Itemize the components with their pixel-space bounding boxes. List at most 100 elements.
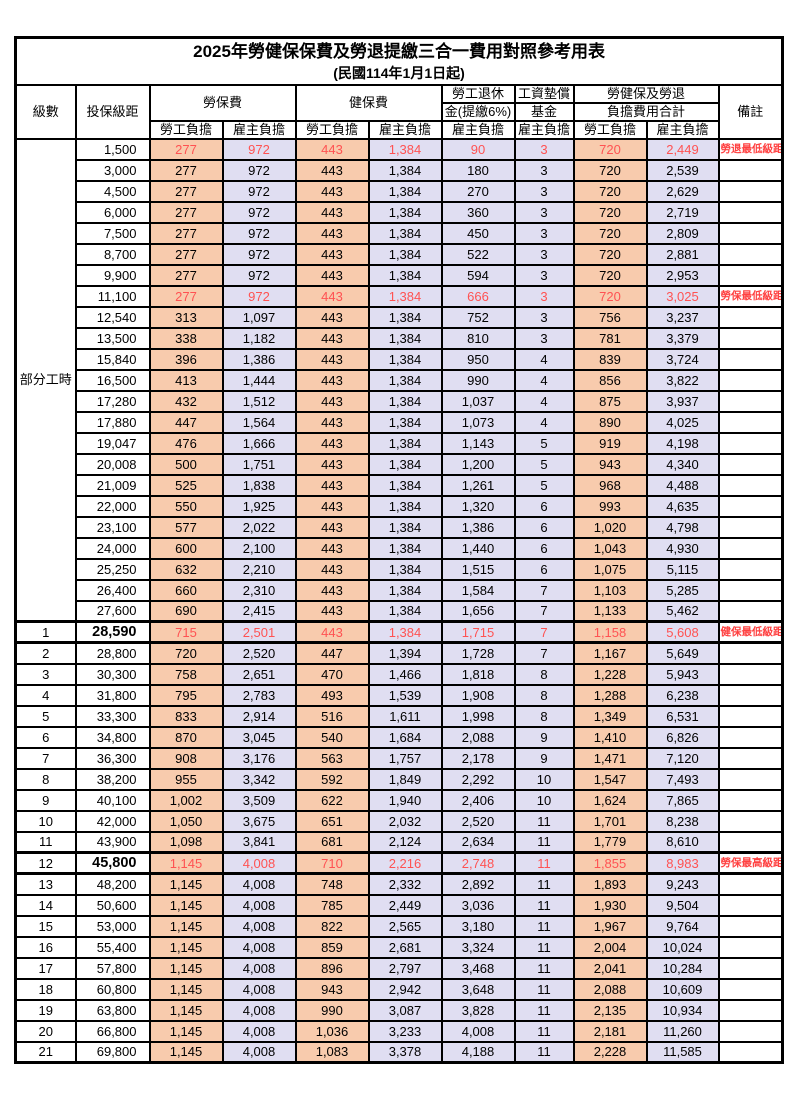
health-ins-employee-cell: 516 [294,704,370,728]
health-ins-employer-cell: 1,611 [367,704,443,728]
labor-ins-employer-cell: 972 [221,263,297,287]
level-cell: 1 [14,620,77,644]
health-ins-employee-cell: 447 [294,641,370,665]
remark-cell [717,158,784,182]
total-employee-cell: 2,135 [572,998,648,1022]
total-employer-cell: 3,822 [645,368,720,392]
remark-cell [717,242,784,266]
table-row: 19,047 476 1,666 443 1,384 1,143 5 919 4,198 [16,431,784,455]
total-employee-cell: 720 [572,263,648,287]
health-ins-employer-cell: 1,466 [367,662,443,686]
labor-ins-employer-cell: 3,342 [221,767,297,791]
total-employer-cell: 10,284 [645,956,720,980]
remark-cell [717,494,784,518]
labor-ins-employer-cell: 4,008 [221,935,297,959]
pension-employer-cell: 270 [440,179,516,203]
total-employee-cell: 1,930 [572,893,648,917]
level-cell: 6 [14,725,77,749]
remark-cell [717,200,784,224]
health-ins-employer-cell: 2,797 [367,956,443,980]
remark-cell [717,872,784,896]
bracket-cell: 17,880 [74,410,151,434]
bracket-cell: 53,000 [74,914,151,938]
total-employer-cell: 10,609 [645,977,720,1001]
health-ins-employer-cell: 2,216 [367,851,443,875]
total-employee-cell: 1,893 [572,872,648,896]
labor-ins-employer-cell: 4,008 [221,914,297,938]
health-ins-employer-cell: 1,384 [367,221,443,245]
total-employee-cell: 1,103 [572,578,648,602]
remark-cell: 勞保最高級距 [717,851,784,875]
total-employee-cell: 1,410 [572,725,648,749]
bracket-cell: 13,500 [74,326,151,350]
wage-fund-employer-cell: 3 [513,221,575,245]
health-ins-employer-cell: 2,942 [367,977,443,1001]
labor-ins-employee-cell: 1,145 [148,977,224,1001]
pension-employer-cell: 3,180 [440,914,516,938]
labor-ins-employee-cell: 908 [148,746,224,770]
remark-cell [717,662,784,686]
wage-fund-employer-cell: 11 [513,893,575,917]
remark-cell [717,263,784,287]
total-employer-cell: 7,865 [645,788,720,812]
health-ins-employee-cell: 470 [294,662,370,686]
total-employer-cell: 5,462 [645,599,720,623]
remark-cell [717,368,784,392]
total-employee-cell: 1,288 [572,683,648,707]
pension-employer-cell: 3,648 [440,977,516,1001]
total-employer-cell: 6,826 [645,725,720,749]
table-row: 20,008 500 1,751 443 1,384 1,200 5 943 4,340 [16,452,784,476]
labor-ins-employer-cell: 1,751 [221,452,297,476]
health-ins-employer-cell: 1,384 [367,515,443,539]
health-ins-employee-cell: 443 [294,368,370,392]
table-row: 3 30,300 758 2,651 470 1,466 1,818 8 1,228 5,943 [14,662,784,686]
part-time-label: 部分工時 [14,137,77,623]
total-employee-cell: 781 [572,326,648,350]
table-row: 9,900 277 972 443 1,384 594 3 720 2,953 [16,263,784,287]
total-employee-cell: 890 [572,410,648,434]
labor-ins-employee-cell: 550 [148,494,224,518]
health-ins-employee-cell: 540 [294,725,370,749]
table-row: 13,500 338 1,182 443 1,384 810 3 781 3,379 [16,326,784,350]
labor-ins-employee-cell: 1,145 [148,998,224,1022]
level-cell: 4 [14,683,77,707]
table-row: 12,540 313 1,097 443 1,384 752 3 756 3,237 [16,305,784,329]
bracket-cell: 30,300 [74,662,151,686]
health-ins-employee-cell: 443 [294,305,370,329]
labor-ins-employee-cell: 277 [148,284,224,308]
table-row: 7,500 277 972 443 1,384 450 3 720 2,809 [16,221,784,245]
pension-employer-cell: 2,178 [440,746,516,770]
total-employer-cell: 4,798 [645,515,720,539]
table-row: 17,280 432 1,512 443 1,384 1,037 4 875 3,937 [16,389,784,413]
labor-ins-employee-cell: 1,145 [148,1019,224,1043]
total-employer-cell: 10,934 [645,998,720,1022]
labor-ins-employer-cell: 4,008 [221,872,297,896]
table-row: 7 36,300 908 3,176 563 1,757 2,178 9 1,471 7,120 [14,746,784,770]
health-ins-employer-cell: 1,384 [367,326,443,350]
total-employee-cell: 720 [572,242,648,266]
labor-ins-employer-cell: 1,386 [221,347,297,371]
labor-ins-employer-cell: 1,444 [221,368,297,392]
subheader-labor-employee: 勞工負擔 [148,119,224,140]
wage-fund-employer-cell: 9 [513,746,575,770]
health-ins-employer-cell: 1,384 [367,431,443,455]
labor-ins-employee-cell: 1,145 [148,1040,224,1064]
labor-ins-employer-cell: 972 [221,242,297,266]
health-ins-employee-cell: 822 [294,914,370,938]
pension-employer-cell: 1,584 [440,578,516,602]
remark-cell [717,809,784,833]
wage-fund-employer-cell: 10 [513,767,575,791]
labor-ins-employer-cell: 2,100 [221,536,297,560]
bracket-cell: 28,590 [74,620,151,644]
health-ins-employer-cell: 1,384 [367,263,443,287]
table-row: 25,250 632 2,210 443 1,384 1,515 6 1,075 5,115 [16,557,784,581]
page-subtitle: (民國114年1月1日起) [333,64,465,81]
remark-cell [717,431,784,455]
health-ins-employer-cell: 1,384 [367,158,443,182]
bracket-cell: 16,500 [74,368,151,392]
bracket-cell: 21,009 [74,473,151,497]
labor-ins-employer-cell: 4,008 [221,1040,297,1064]
pension-employer-cell: 2,892 [440,872,516,896]
total-employee-cell: 2,041 [572,956,648,980]
total-employer-cell: 2,629 [645,179,720,203]
